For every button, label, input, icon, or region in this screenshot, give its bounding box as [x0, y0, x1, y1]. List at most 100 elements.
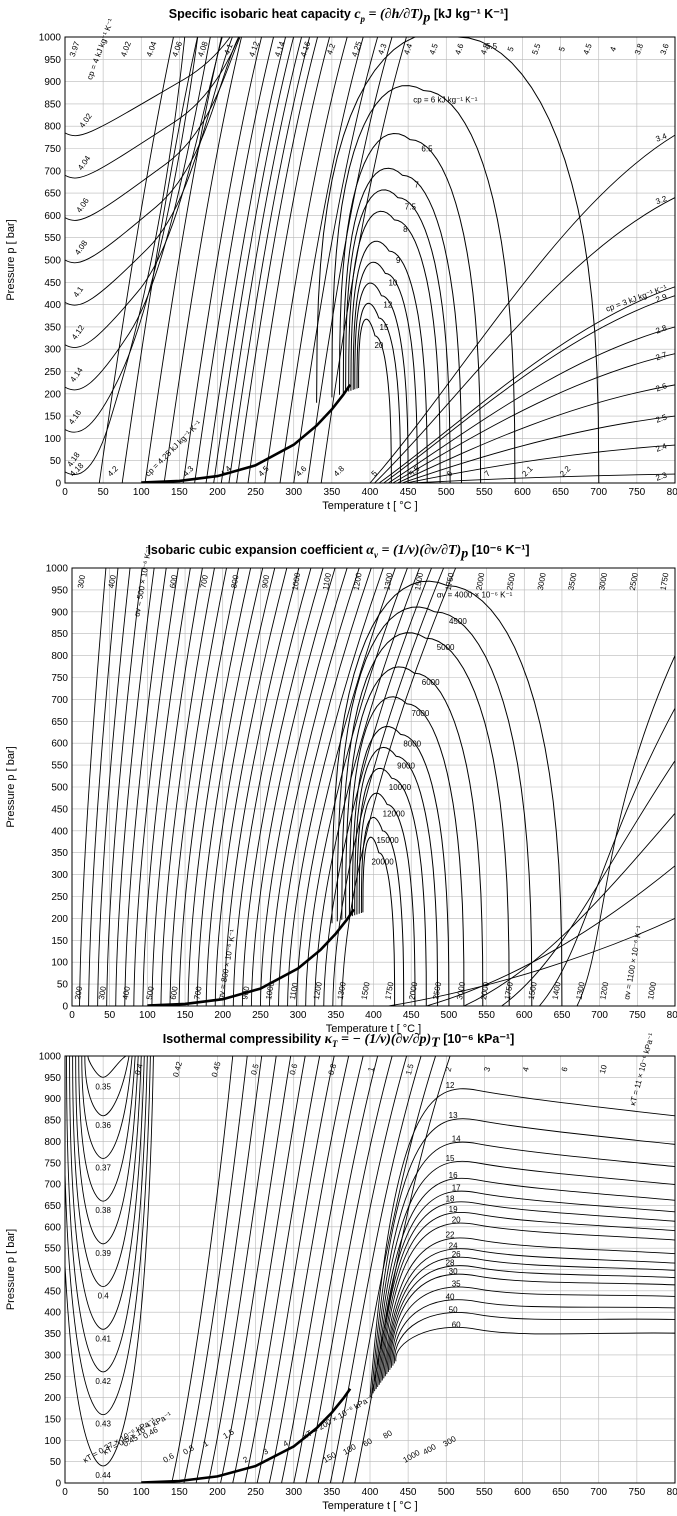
- y-tick-label: 250: [51, 892, 68, 903]
- contour-line: [354, 746, 439, 1006]
- contour-line: [178, 568, 240, 1006]
- contour-line: [194, 37, 274, 483]
- contour-line: [88, 568, 119, 1006]
- contour-line: [356, 767, 427, 1006]
- contour-label: 15000: [376, 836, 399, 845]
- y-tick-label: 300: [51, 870, 68, 881]
- contour-label: 6000: [422, 678, 440, 687]
- contour-line: [75, 1056, 139, 1245]
- contour-label: 1200: [312, 981, 324, 1001]
- y-tick-label: 250: [44, 367, 61, 378]
- x-tick-label: 450: [403, 1010, 420, 1021]
- contour-line: [65, 37, 231, 137]
- y-tick-label: 100: [44, 434, 61, 445]
- contour-label: αv = 4000 × 10⁻⁶ K⁻¹: [437, 591, 513, 600]
- x-tick-label: 50: [98, 487, 110, 498]
- contour-label: 50: [449, 1305, 458, 1314]
- x-tick-label: 450: [400, 1487, 417, 1498]
- x-tick-label: 800: [667, 487, 677, 498]
- y-tick-label: 400: [44, 300, 61, 311]
- y-tick-label: 900: [44, 77, 61, 88]
- contour-line: [65, 37, 223, 348]
- contour-line: [196, 568, 264, 1006]
- contour-label: 400: [107, 574, 118, 589]
- y-tick-label: 200: [44, 1393, 61, 1404]
- contour-label: 2.3: [655, 470, 669, 482]
- contour-line: [160, 568, 215, 1006]
- contour-label: 1500: [413, 571, 425, 591]
- contour-label: 2.6: [655, 381, 669, 393]
- title-formula: = − (1/v)(∂v/∂p): [341, 1032, 432, 1047]
- y-tick-label: 150: [44, 412, 61, 423]
- contour-line: [331, 85, 516, 483]
- contour-label: 9000: [397, 761, 415, 770]
- contour-line: [388, 326, 675, 483]
- contour-line: [65, 37, 211, 391]
- contour-line: [78, 1056, 136, 1202]
- contour-label: 600: [168, 574, 179, 589]
- x-tick-label: 700: [591, 1010, 608, 1021]
- contour-label: 900: [260, 574, 271, 589]
- contour-line: [362, 836, 396, 1006]
- contour-line: [342, 167, 462, 483]
- title-formula: = (∂h/∂T): [368, 7, 424, 22]
- contour-label: 1: [366, 1066, 376, 1073]
- contour-label: 4.8: [479, 42, 491, 56]
- contour-line: [296, 568, 396, 1006]
- y-axis-label: Pressure p [ bar]: [5, 746, 17, 827]
- y-tick-label: 600: [44, 1222, 61, 1233]
- contour-label: 4.4: [402, 42, 414, 56]
- x-tick-label: 400: [362, 487, 379, 498]
- contour-label: 0.43: [95, 1420, 111, 1429]
- y-tick-label: 50: [50, 1457, 62, 1468]
- contour-label: 10: [388, 278, 397, 287]
- contour-label: 4: [608, 45, 618, 53]
- y-tick-label: 250: [44, 1372, 61, 1383]
- contour-label: 4.6: [453, 42, 465, 56]
- chart-title: Specific isobaric heat capacity cp = (∂h…: [168, 7, 509, 26]
- contour-line: [214, 568, 288, 1006]
- x-tick-label: 350: [327, 1010, 344, 1021]
- contour-line: [213, 37, 294, 483]
- y-tick-label: 400: [51, 826, 68, 837]
- x-tick-label: 200: [209, 487, 226, 498]
- y-tick-label: 950: [44, 55, 61, 66]
- contour-line: [390, 1286, 675, 1368]
- y-tick-label: 50: [50, 456, 62, 467]
- contour-line: [383, 1237, 675, 1379]
- contour-line: [65, 37, 199, 433]
- contour-label: 4: [521, 1066, 531, 1073]
- contour-label: 30: [449, 1267, 458, 1276]
- contour-line: [341, 632, 510, 1006]
- contour-label: 1750: [383, 981, 395, 1001]
- contour-label: 15: [380, 323, 389, 332]
- contour-label: 100: [342, 1442, 359, 1457]
- contour-label: 0.41: [95, 1334, 111, 1343]
- contour-line: [352, 261, 418, 483]
- chart-panel-alpha: Isobaric cubic expansion coefficient αv …: [5, 543, 677, 1035]
- contour-label: 17: [452, 1184, 461, 1193]
- contour-label: 3000: [536, 571, 548, 591]
- contour-label: 3000: [597, 571, 609, 591]
- contour-label: 0.38: [95, 1206, 111, 1215]
- x-tick-label: 600: [516, 1010, 533, 1021]
- contour-line: [393, 1312, 675, 1364]
- contour-label: 4.5: [428, 42, 440, 56]
- contour-label: 0.44: [95, 1471, 111, 1480]
- contour-label: 4.2: [325, 42, 337, 56]
- contour-label: 300: [97, 985, 108, 1000]
- contour-label: 6: [560, 1066, 570, 1073]
- contour-line: [115, 568, 155, 1006]
- y-tick-label: 750: [44, 144, 61, 155]
- contour-label: 24: [449, 1241, 458, 1250]
- x-tick-label: 600: [514, 1487, 531, 1498]
- x-tick-label: 300: [290, 1010, 307, 1021]
- contour-line: [65, 37, 241, 221]
- chart-panel-cp: Specific isobaric heat capacity cp = (∂h…: [0, 0, 677, 515]
- x-axis-label: Temperature t [ °C ]: [326, 1023, 422, 1035]
- contour-line: [97, 568, 131, 1006]
- contour-line: [205, 37, 286, 483]
- contour-label: 16: [449, 1171, 458, 1180]
- contour-line: [293, 1056, 379, 1483]
- contour-label: 7: [483, 469, 493, 479]
